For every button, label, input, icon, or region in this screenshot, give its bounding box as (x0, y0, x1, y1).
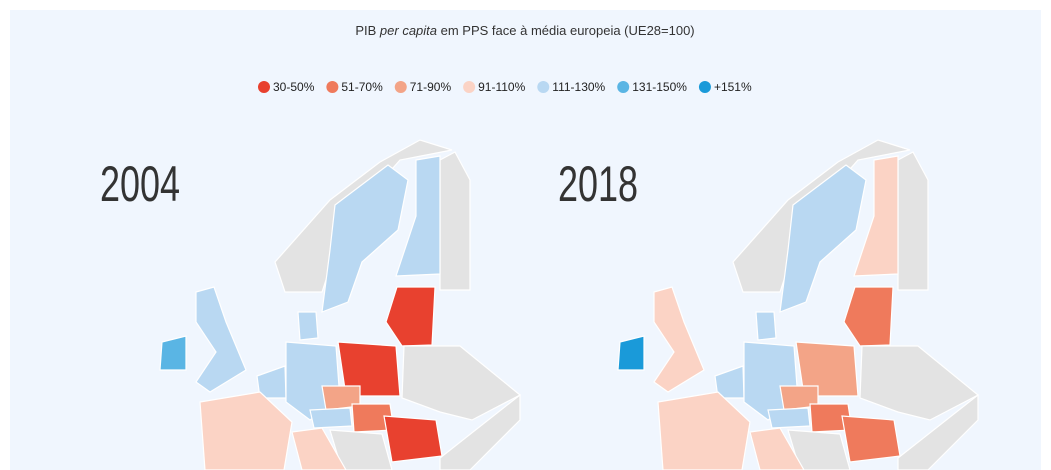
country-poland (795, 341, 859, 397)
country-uk (195, 286, 247, 393)
country-belarus-ukraine (401, 345, 522, 421)
country-belarus-ukraine (859, 345, 980, 421)
legend-swatch (617, 81, 630, 93)
legend-label: 71-90% (410, 80, 452, 94)
country-romania (383, 415, 443, 463)
country-france (199, 391, 293, 470)
country-austria (309, 407, 353, 429)
country-denmark (755, 311, 777, 341)
country-norway (274, 139, 453, 293)
country-ireland (159, 335, 187, 371)
legend-swatch (326, 81, 339, 93)
legend-swatch (537, 81, 550, 93)
country-norway (732, 139, 911, 293)
country-denmark (297, 311, 319, 341)
legend-label: 111-130% (552, 80, 605, 94)
country-france (657, 391, 751, 470)
country-sweden (321, 164, 409, 313)
maps: 2004 2018 (100, 139, 980, 470)
country-austria (767, 407, 811, 429)
country-uk (653, 286, 705, 393)
legend-swatch (258, 81, 270, 93)
legend-label: 91-110% (478, 80, 525, 94)
country-italy (291, 427, 347, 470)
title-part: em PPS face à média europeia (UE28=100) (437, 23, 695, 38)
country-poland (337, 341, 401, 397)
country-turkey-edge (439, 393, 521, 470)
legend-swatch (698, 81, 711, 93)
legend-label: 30-50% (273, 80, 315, 94)
panel-year: 2004 (100, 158, 180, 213)
legend-swatch (463, 81, 476, 93)
country-sweden (779, 164, 867, 313)
legend-label: +151% (714, 80, 752, 94)
country-italy (749, 427, 805, 470)
map-panel: 2018 (558, 139, 980, 470)
country-russia-n (897, 151, 929, 291)
title: PIB per capita em PPS face à média europ… (355, 23, 694, 38)
legend-label: 131-150% (632, 80, 687, 94)
title-part: per capita (379, 23, 437, 38)
country-finland (853, 155, 899, 277)
country-russia-n (439, 151, 471, 291)
country-turkey-edge (897, 393, 979, 470)
country-ireland (617, 335, 645, 371)
map-panel: 2004 (100, 139, 522, 470)
legend-label: 51-70% (341, 80, 383, 94)
legend-swatch (394, 81, 407, 93)
title-part: PIB (355, 23, 380, 38)
country-romania (841, 415, 901, 463)
legend: 30-50% 51-70% 71-90% 91-110% 111-130% 131-150… (258, 80, 752, 94)
country-finland (395, 155, 441, 277)
panel-year: 2018 (558, 158, 638, 213)
